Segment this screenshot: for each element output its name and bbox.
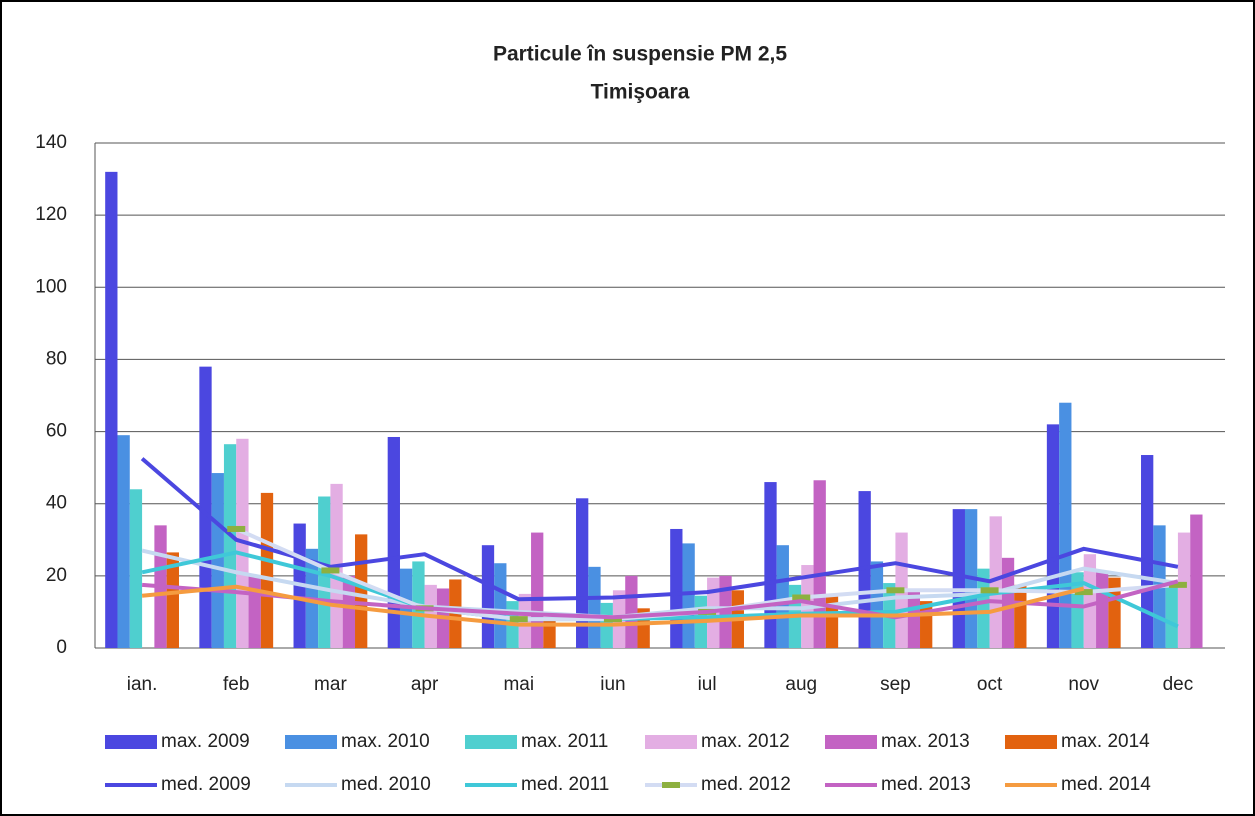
bar xyxy=(481,545,495,648)
point-marker xyxy=(321,567,340,574)
bar xyxy=(576,498,589,648)
bar xyxy=(813,480,826,648)
bar xyxy=(682,543,695,648)
legend-label: max. 2009 xyxy=(161,731,250,752)
line xyxy=(141,584,1085,627)
x-tick-label: iul xyxy=(698,674,717,695)
bar xyxy=(117,435,130,648)
legend-label: max. 2011 xyxy=(521,731,608,752)
bar xyxy=(670,528,683,648)
y-tick-label: 40 xyxy=(46,493,67,514)
bar xyxy=(776,545,789,648)
bar xyxy=(719,575,732,648)
bar xyxy=(223,444,237,648)
bar xyxy=(952,509,965,648)
legend-label: med. 2009 xyxy=(161,774,251,795)
legend-label: max. 2012 xyxy=(701,731,790,752)
bar xyxy=(588,566,601,648)
legend-label: max. 2014 xyxy=(1061,731,1150,752)
bar xyxy=(1083,554,1097,648)
legend-label: med. 2010 xyxy=(341,774,431,795)
legend-label: max. 2013 xyxy=(881,731,970,752)
y-tick-label: 140 xyxy=(35,132,67,153)
y-tick-label: 80 xyxy=(46,348,67,369)
x-tick-label: feb xyxy=(223,674,249,695)
point-marker xyxy=(792,594,811,601)
bar xyxy=(825,593,839,648)
legend-label: med. 2011 xyxy=(521,774,609,795)
point-marker xyxy=(980,587,999,594)
bar xyxy=(199,366,212,648)
legend-label: med. 2014 xyxy=(1061,774,1151,795)
y-tick-label: 100 xyxy=(35,276,67,297)
bar xyxy=(1096,572,1109,648)
bar xyxy=(211,473,224,648)
legend-swatch xyxy=(105,735,157,749)
point-marker xyxy=(886,587,905,594)
x-tick-label: iun xyxy=(600,674,625,695)
x-tick-label: oct xyxy=(977,674,1003,695)
bar xyxy=(342,575,356,648)
bar xyxy=(494,563,507,648)
legend-swatch xyxy=(285,735,337,749)
point-marker xyxy=(1168,581,1187,588)
bar xyxy=(989,516,1002,648)
bar xyxy=(1165,586,1178,648)
bar xyxy=(1177,532,1191,648)
legend-label: med. 2013 xyxy=(881,774,971,795)
bar xyxy=(166,552,179,648)
legend-swatch xyxy=(465,735,517,749)
legend-label: med. 2012 xyxy=(701,774,791,795)
y-tick-label: 20 xyxy=(46,565,67,586)
bar xyxy=(1046,424,1060,648)
x-tick-label: apr xyxy=(411,674,439,695)
bar xyxy=(105,171,118,648)
point-marker xyxy=(227,525,246,532)
chart-subtitle: Timişoara xyxy=(591,81,690,104)
x-tick-label: mai xyxy=(503,674,534,695)
bar xyxy=(1059,402,1072,648)
bar xyxy=(531,532,544,648)
y-tick-label: 0 xyxy=(56,637,67,658)
legend-swatch xyxy=(1005,735,1057,749)
point-marker xyxy=(1074,589,1093,596)
chart-title: Particule în suspensie PM 2,5 xyxy=(493,43,787,66)
bar xyxy=(1141,455,1154,648)
bar xyxy=(1190,514,1203,648)
bar xyxy=(248,575,261,648)
bar xyxy=(387,436,400,648)
legend-marker xyxy=(662,782,680,788)
y-tick-label: 60 xyxy=(46,421,67,442)
line xyxy=(141,579,1179,620)
x-tick-label: nov xyxy=(1068,674,1099,695)
legend-swatch xyxy=(645,735,697,749)
bar xyxy=(907,590,921,648)
legend-swatch xyxy=(825,735,877,749)
legend-label: max. 2010 xyxy=(341,731,430,752)
x-tick-label: ian. xyxy=(127,674,158,695)
x-tick-label: sep xyxy=(880,674,911,695)
bar xyxy=(355,534,368,648)
y-tick-label: 120 xyxy=(35,204,67,225)
x-tick-label: aug xyxy=(785,674,817,695)
bar xyxy=(1014,584,1027,648)
x-tick-label: dec xyxy=(1163,674,1194,695)
bar xyxy=(870,561,884,648)
bar xyxy=(764,482,777,648)
point-marker xyxy=(509,616,528,623)
bar xyxy=(260,492,274,648)
bar xyxy=(625,575,638,648)
bar xyxy=(129,489,143,648)
x-tick-label: mar xyxy=(314,674,347,695)
